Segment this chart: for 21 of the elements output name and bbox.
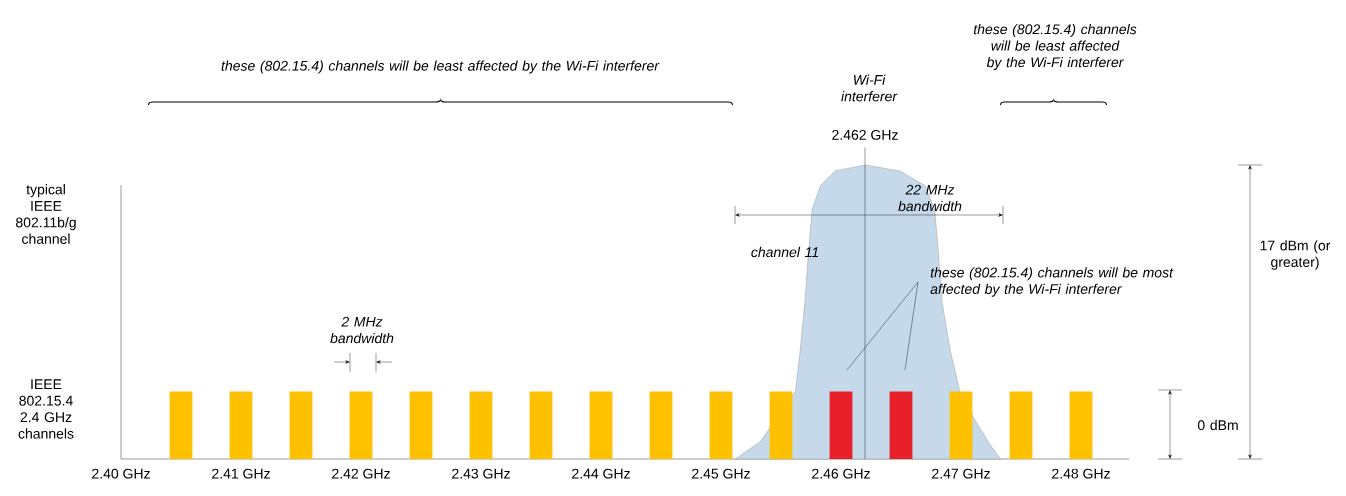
x-tick-label: 2.42 GHz xyxy=(332,468,390,479)
annotation: channel 11 xyxy=(751,246,818,258)
text: 17 dBm (or greater) xyxy=(1260,240,1331,270)
x-tick-label: 2.40 GHz xyxy=(92,468,150,479)
x-tick-label: 2.41 GHz xyxy=(212,468,270,479)
annotation: 22 MHz bandwidth xyxy=(898,184,962,212)
text: these (802.15.4) channels will be least affected by the Wi-Fi interferer xyxy=(221,60,660,74)
text: 0 dBm xyxy=(1197,419,1238,431)
text: typical IEEE 802.11b/g channel xyxy=(15,184,76,244)
ref-line-label: 2.462 GHz xyxy=(832,129,898,140)
text: IEEE 802.15.4 2.4 GHz channels xyxy=(18,379,74,439)
x-tick-label: 2.44 GHz xyxy=(572,468,630,479)
x-tick-label: 2.47 GHz xyxy=(932,468,990,479)
x-tick-label: 2.46 GHz xyxy=(812,468,870,479)
text: these (802.15.4) channels will be least affected by the Wi-Fi interferer xyxy=(973,23,1137,71)
text: Wi-Fi interferer xyxy=(841,74,898,102)
x-tick-label: 2.43 GHz xyxy=(452,468,510,479)
x-tick-label: 2.48 GHz xyxy=(1052,468,1110,479)
annotation: these (802.15.4) channels will be most affected by the Wi-Fi interferer xyxy=(930,267,1174,297)
x-tick-label: 2.45 GHz xyxy=(692,468,750,479)
annotation: 2 MHz bandwidth xyxy=(330,316,394,344)
